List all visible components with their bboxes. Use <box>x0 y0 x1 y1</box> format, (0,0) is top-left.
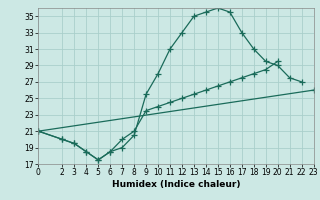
X-axis label: Humidex (Indice chaleur): Humidex (Indice chaleur) <box>112 180 240 189</box>
